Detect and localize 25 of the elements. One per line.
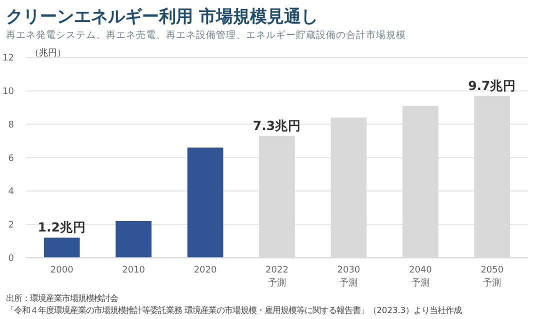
chart-subtitle: 再エネ発電システム、再エネ売電、再エネ設備管理、エネルギー貯蔵設備の合計市場規模: [6, 29, 406, 41]
y-tick-label: 8: [8, 120, 14, 130]
x-tick-label: 2050 予測: [480, 266, 504, 289]
bar: [116, 220, 152, 258]
x-tick-label: 2010: [122, 266, 146, 276]
text: 出所：環境産業市場規模検討会: [6, 293, 118, 303]
data-label: 1.2兆円: [38, 220, 86, 235]
y-tick-label: 2: [8, 220, 14, 230]
x-tick-label: 2040 予測: [408, 266, 432, 289]
bar: [187, 148, 224, 258]
y-tick-label: 6: [8, 154, 14, 164]
bar: [44, 238, 80, 258]
x-tick-label: 2020: [194, 266, 218, 276]
y-tick-label: 4: [8, 187, 14, 198]
data-label: 9.7兆円: [468, 78, 516, 93]
y-tick-label: 12: [2, 54, 14, 64]
x-tick-label: 2022 予測: [266, 266, 288, 289]
text: 「令和４年度環境産業の市場規模推計等委託業務 環境産業の市場規模・雇用規模等に関する報告書」（2023.3）より当社作成: [6, 305, 462, 315]
x-tick-label: 2030 予測: [337, 266, 360, 289]
data-label: 7.3兆円: [252, 118, 302, 133]
y-axis-title: （兆円）: [30, 48, 66, 58]
x-tick-label: 2000: [50, 266, 74, 276]
y-tick-label: 10: [2, 87, 14, 98]
y-tick-label: 0: [8, 254, 14, 264]
chart-title: クリーンエネルギー利用 市場規模見通し: [6, 7, 318, 27]
